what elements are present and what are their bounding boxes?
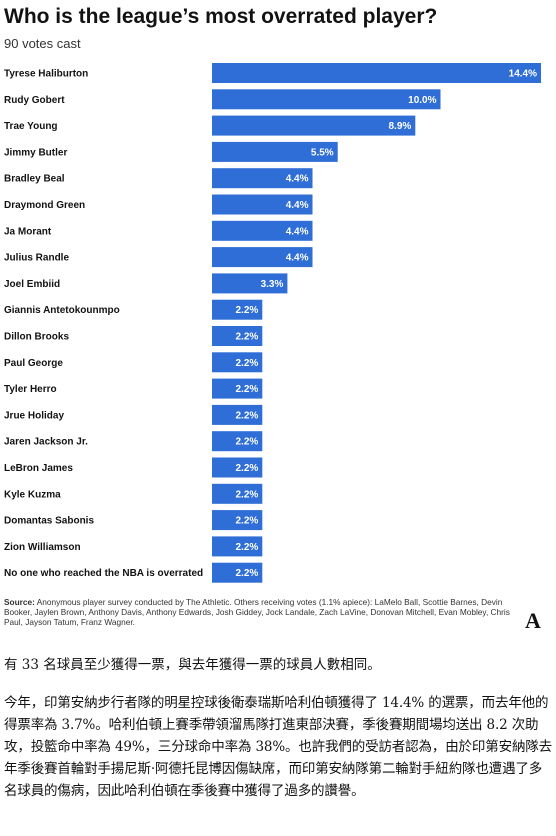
bar <box>212 168 313 189</box>
category-label: LeBron James <box>4 463 73 474</box>
bar <box>212 89 441 110</box>
bar <box>212 247 313 268</box>
article-paragraph-1: 有 33 名球員至少獲得一票，與去年獲得一票的球員人數相同。 <box>4 657 381 673</box>
value-label: 14.4% <box>509 69 537 80</box>
bar <box>212 194 313 215</box>
bar <box>212 562 263 583</box>
value-label: 2.2% <box>236 332 259 343</box>
category-label: Draymond Green <box>4 200 85 211</box>
value-label: 4.4% <box>286 253 309 264</box>
category-label: Julius Randle <box>4 253 69 264</box>
bar <box>212 115 416 136</box>
category-label: Zion Williamson <box>4 542 81 553</box>
category-label: Dillon Brooks <box>4 332 69 343</box>
category-label: Jrue Holiday <box>4 410 64 421</box>
bar <box>212 63 541 83</box>
value-label: 2.2% <box>236 305 259 316</box>
category-label: Rudy Gobert <box>4 95 65 106</box>
category-label: Bradley Beal <box>4 174 65 185</box>
category-label: No one who reached the NBA is overrated <box>4 568 203 579</box>
value-label: 10.0% <box>408 95 436 106</box>
value-label: 2.2% <box>236 384 259 395</box>
bar <box>212 273 288 294</box>
source-text: Anonymous player survey conducted by The… <box>4 597 510 627</box>
category-label: Kyle Kuzma <box>4 489 61 500</box>
bar-chart: Who is the league’s most overrated playe… <box>4 5 541 583</box>
bar <box>212 431 263 452</box>
value-label: 2.2% <box>236 437 259 448</box>
value-label: 2.2% <box>236 542 259 553</box>
category-label: Joel Embiid <box>4 279 60 290</box>
chart-subtitle: 90 votes cast <box>4 36 81 51</box>
value-label: 3.3% <box>261 279 284 290</box>
value-label: 5.5% <box>311 147 334 158</box>
category-label: Tyrese Haliburton <box>4 69 88 80</box>
value-label: 4.4% <box>286 174 309 185</box>
value-label: 2.2% <box>236 568 259 579</box>
value-label: 4.4% <box>286 226 309 237</box>
bar <box>212 141 338 162</box>
chart-title: Who is the league’s most overrated playe… <box>4 5 437 28</box>
category-label: Domantas Sabonis <box>4 516 94 527</box>
bar <box>212 378 263 399</box>
category-label: Trae Young <box>4 121 58 132</box>
value-label: 8.9% <box>389 121 412 132</box>
bar <box>212 404 263 425</box>
bar <box>212 457 263 478</box>
category-label: Paul George <box>4 358 63 369</box>
category-label: Tyler Herro <box>4 384 57 395</box>
value-label: 2.2% <box>236 410 259 421</box>
bar <box>212 510 263 531</box>
bar <box>212 326 263 346</box>
category-label: Ja Morant <box>4 226 52 237</box>
category-label: Giannis Antetokounmpo <box>4 305 120 316</box>
bar <box>212 536 263 557</box>
value-label: 2.2% <box>236 489 259 500</box>
source-note: Source: Anonymous player survey conducte… <box>4 597 520 627</box>
bar <box>212 220 313 241</box>
value-label: 2.2% <box>236 516 259 527</box>
value-label: 2.2% <box>236 358 259 369</box>
bar <box>212 352 263 373</box>
source-label: Source: <box>4 597 35 607</box>
bars-group: Tyrese Haliburton 14.4% Rudy Gobert 10.0% Tr… <box>4 63 541 583</box>
article-paragraph-2: 今年，印第安納步行者隊的明星控球後衛泰瑞斯哈利伯頓獲得了 14.4% 的選票，而… <box>4 695 552 799</box>
the-athletic-logo: A <box>525 608 541 633</box>
category-label: Jaren Jackson Jr. <box>4 437 88 448</box>
category-label: Jimmy Butler <box>4 147 67 158</box>
bar <box>212 299 263 320</box>
bar <box>212 483 263 504</box>
value-label: 4.4% <box>286 200 309 211</box>
value-label: 2.2% <box>236 463 259 474</box>
